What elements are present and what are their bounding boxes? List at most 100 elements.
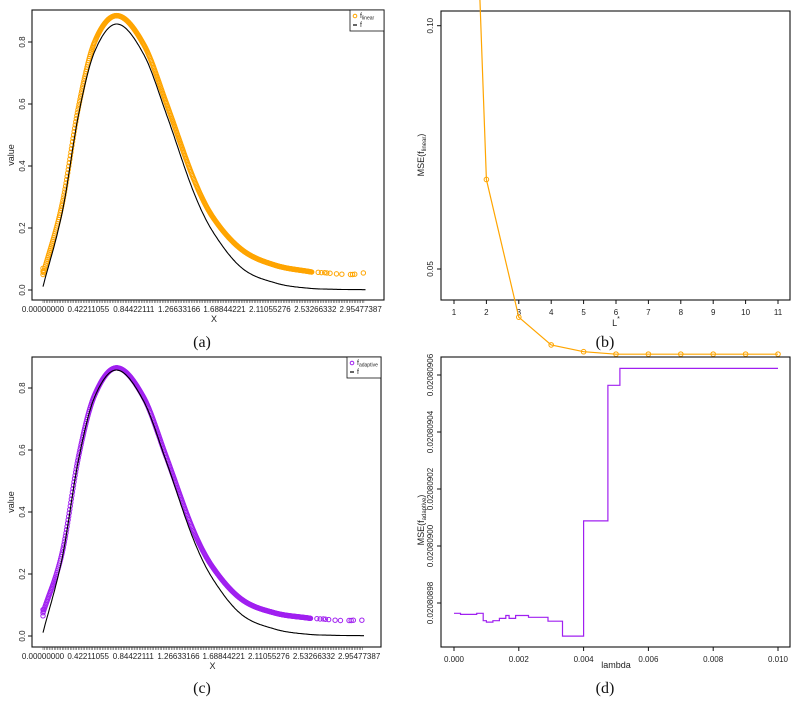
mse-point [516,314,522,320]
estimate-point [66,159,73,166]
plot-frame [440,356,791,648]
estimate-point [324,270,330,276]
estimate-point [61,189,68,195]
estimate-point [69,142,75,148]
panel-b: 0.050.100.150.200.251234567891011L*MSE(f… [416,0,791,357]
x-axis-label: X [211,314,217,324]
x-tick-label: 8 [679,308,684,317]
x-tick-label: 3 [517,308,522,317]
estimate-point [75,107,81,113]
x-tick-label: 1.68844221 [203,305,246,314]
x-tick-label: 0.000 [444,655,465,664]
legend-marker-estimate [349,360,355,366]
legend-label-truth: f [360,22,362,29]
panel-a: 0.0 0.2 0.4 0.6 0.8 0.00000000 0.42211055 0.844… [6,9,385,324]
x-tick-label: 6 [614,308,619,317]
y-tick-label: 0.4 [18,506,27,518]
mse-point [580,348,587,355]
y-tick-label: 0.02080900 [426,524,435,567]
x-tick-label: 2.53266332 [294,305,337,314]
estimate-point [71,128,77,135]
estimate-point [73,115,80,122]
truth-line [42,23,366,291]
x-tick-label: 9 [711,308,716,317]
estimate-point [360,270,367,276]
y-tick-label: 0.8 [18,382,27,394]
y-tick-label: 0.0 [18,630,27,642]
mse-point [483,176,490,183]
x-tick-label: 2.11055276 [248,652,290,661]
y-tick-label: 0.2 [18,568,27,580]
estimate-point [318,269,325,276]
estimate-point [63,176,70,183]
estimate-point [65,166,71,173]
estimate-point [76,99,83,105]
legend-box [349,9,385,32]
x-tick-label: 0.004 [574,655,595,664]
estimate-point [337,617,344,624]
y-tick-label: 0.2 [18,222,27,234]
x-tick-label: 1.26633166 [158,305,201,314]
estimate-point [61,192,67,198]
y-tick-label: 0.4 [18,160,27,172]
x-tick-label: 2.53266332 [293,652,336,661]
panel-c: 0.0 0.2 0.4 0.6 0.8 0.00000000 0.42211055 0.844… [6,356,382,671]
x-tick-label: 0.42211055 [68,305,110,314]
legend-label-estimate: fadaptive [357,360,378,369]
estimate-point [349,271,356,278]
mse-point [548,342,555,348]
x-tick-label: 1.68844221 [203,652,246,661]
estimate-point [68,149,74,155]
x-tick-label: 0.84422111 [113,652,155,661]
estimate-point [307,615,314,622]
estimate-point [70,135,76,142]
y-tick-label: 0.0 [18,284,27,296]
estimate-point [325,616,332,623]
estimate-point [63,180,69,186]
x-tick-label: 11 [774,308,783,317]
estimate-point [72,122,78,128]
estimate-point [59,200,66,206]
caption-b: (b) [596,334,615,351]
estimate-point [62,186,68,192]
estimate-point [67,156,73,162]
estimate-point [332,617,338,623]
estimate-point [59,549,65,555]
x-tick-label: 0.00000000 [22,305,65,314]
x-tick-label: 2.95477387 [338,652,381,661]
plot-frame [31,356,382,648]
estimate-point [68,146,75,152]
x-tick-label: 0.008 [703,655,724,664]
y-tick-label: 0.8 [18,36,27,48]
estimate-point [327,270,333,276]
estimate-point [75,104,82,110]
x-tick-label: 10 [741,308,750,317]
x-tick-label: 1.26633166 [157,652,200,661]
x-tick-label: 0.006 [638,655,659,664]
estimate-point [322,616,329,622]
y-axis-label: value [6,144,16,166]
x-tick-label: 0.010 [768,655,789,664]
legend-label-truth: f [357,369,359,376]
estimate-point [333,271,340,277]
y-tick-label: 0.02080906 [426,353,435,396]
y-axis-label: MSE(flinear) [416,134,428,177]
x-tick-label: 0.002 [509,655,530,664]
legend-label-estimate: flinear [360,13,375,22]
x-tick-label: 7 [646,308,651,317]
estimate-point [309,269,315,275]
estimate-point [73,119,79,125]
estimate-point [359,617,365,623]
estimate-point [67,153,74,159]
truth-line [42,369,364,637]
estimate-point [339,271,345,277]
y-tick-label: 0.02080902 [426,467,435,510]
estimate-point [315,269,321,276]
y-tick-label: 0.02080904 [426,410,435,453]
y-tick-label: 0.6 [18,98,27,110]
y-axis-label: MSE(fadaptive) [416,495,428,546]
caption-d: (d) [596,680,615,697]
x-axis-label: lambda [601,660,631,670]
mse-line [479,0,778,355]
